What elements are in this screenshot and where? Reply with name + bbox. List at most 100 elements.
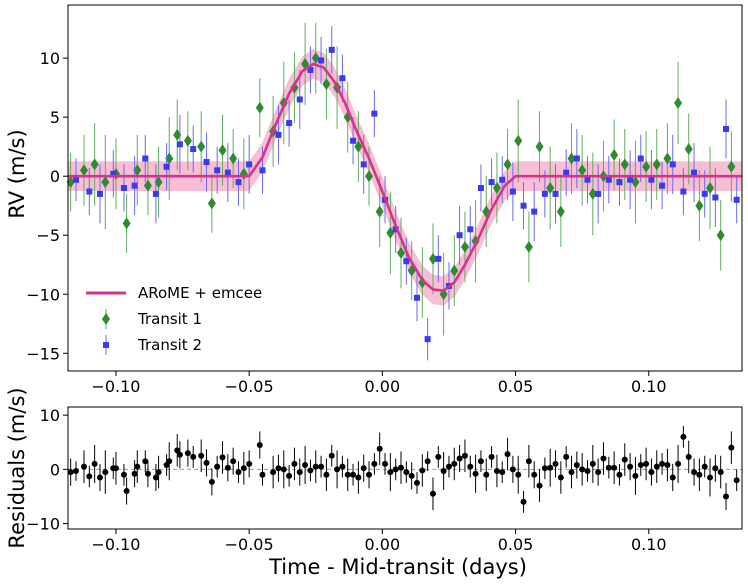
- residual-point: [627, 463, 634, 470]
- transit2-point: [246, 161, 253, 168]
- residual-point: [632, 472, 639, 479]
- transit2-point: [467, 226, 474, 233]
- transit2-point: [691, 169, 698, 176]
- residual-point: [531, 471, 538, 478]
- residual-point: [96, 474, 103, 481]
- residual-point: [547, 464, 554, 471]
- residual-point: [134, 463, 141, 470]
- transit2-point: [424, 336, 431, 343]
- legend-transit1-swatch: [102, 309, 110, 329]
- transit2-point: [680, 188, 687, 195]
- residual-point: [286, 472, 293, 479]
- residual-point: [214, 463, 221, 470]
- legend: ARoME + emcee Transit 1 Transit 2: [86, 284, 262, 355]
- transit1-point: [101, 176, 110, 189]
- transit1-point: [706, 182, 715, 194]
- x-axis-label: Time - Mid-transit (days): [268, 555, 527, 579]
- residual-point: [291, 460, 298, 467]
- residual-point: [552, 460, 559, 467]
- residual-point: [424, 458, 431, 465]
- transit2-point: [659, 182, 666, 189]
- transit1-point: [143, 179, 152, 192]
- transit1-point: [492, 182, 501, 194]
- residual-point: [275, 465, 282, 472]
- main-plot-frame: [67, 4, 743, 372]
- transit1-point: [154, 176, 163, 189]
- transit1-point: [218, 144, 227, 157]
- transit1-point: [79, 164, 88, 177]
- transit2-point: [712, 194, 719, 201]
- residual-point: [563, 453, 570, 460]
- transit1-point: [207, 197, 216, 210]
- residual-point: [643, 460, 650, 467]
- transit2-point: [371, 110, 378, 117]
- transit1-point: [197, 140, 206, 153]
- transit2-point: [637, 155, 644, 162]
- model-curve: [68, 62, 742, 293]
- transit1-point: [183, 134, 192, 147]
- transit2-point: [224, 169, 231, 176]
- residual-point: [280, 466, 287, 473]
- transit1-point: [674, 96, 683, 109]
- transit1-point: [66, 176, 75, 189]
- transit1-point: [418, 276, 427, 289]
- legend-transit2-label: Transit 2: [137, 336, 202, 354]
- residual-point: [664, 462, 671, 469]
- transit2-point: [120, 185, 127, 191]
- transit2-point: [488, 179, 495, 186]
- y-tick-label: 5: [50, 108, 60, 127]
- legend-transit2-marker: [103, 342, 109, 348]
- transit1-point: [386, 226, 395, 239]
- residual-point: [80, 463, 87, 470]
- residual-point: [637, 462, 644, 469]
- transit2-point: [648, 176, 655, 183]
- transit1-point: [165, 152, 174, 165]
- residual-point: [509, 466, 516, 473]
- transit1-point: [546, 182, 555, 194]
- transit1-point: [620, 158, 629, 171]
- residual-point: [230, 458, 237, 465]
- transit2-point: [203, 159, 210, 166]
- transit2-point: [552, 190, 559, 197]
- residuals-plot-frame: [67, 406, 743, 530]
- transit2-point: [360, 161, 367, 168]
- residual-point: [717, 469, 724, 476]
- residual-point: [605, 464, 612, 471]
- y-tick-label: 0: [50, 167, 60, 186]
- main-y-axis-label: RV (m/s): [5, 129, 29, 218]
- residual-point: [307, 467, 314, 474]
- transit1-point: [229, 152, 238, 165]
- residual-point: [477, 458, 484, 465]
- residual-point: [504, 451, 511, 458]
- residual-point: [493, 467, 500, 474]
- residual-point: [296, 469, 303, 476]
- residual-point: [131, 470, 138, 477]
- transit2-point: [296, 96, 303, 103]
- residual-point: [246, 460, 253, 467]
- residual-point: [259, 471, 266, 478]
- transit1-point: [255, 101, 264, 114]
- transit2-point: [435, 255, 442, 262]
- transit2-point: [142, 155, 149, 162]
- transit2-point: [573, 155, 580, 162]
- transit2-point: [163, 163, 170, 170]
- x-tick-label: 0.00: [365, 535, 401, 554]
- transit2-point: [131, 182, 138, 189]
- residual-point: [142, 458, 149, 465]
- residual-point: [350, 471, 357, 478]
- main-ticks: −0.10 −0.05 0.00 0.05 0.10 −15 −10 −5 0 5 10: [26, 49, 666, 396]
- residual-point: [120, 471, 127, 478]
- residual-point: [123, 488, 130, 495]
- transit1-point: [588, 187, 597, 200]
- residual-point: [611, 464, 618, 471]
- residual-point: [398, 464, 405, 471]
- y-tick-label: −10: [26, 515, 60, 534]
- residual-point: [413, 479, 420, 486]
- transit2-point: [541, 190, 548, 197]
- transit1-point: [695, 199, 704, 212]
- residual-point: [328, 452, 335, 459]
- residual-point: [675, 460, 682, 467]
- transit1-point: [556, 205, 565, 218]
- residual-point: [445, 463, 452, 470]
